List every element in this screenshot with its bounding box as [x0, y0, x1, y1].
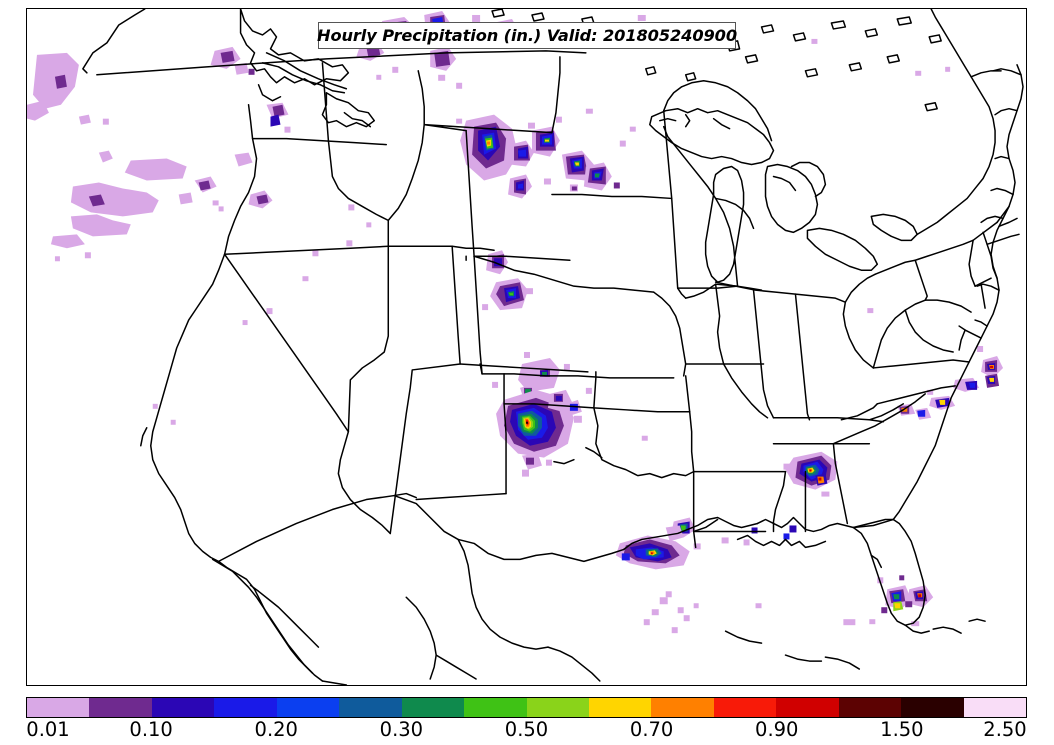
colorbar-segment [214, 698, 277, 717]
colorbar-segment [151, 698, 215, 717]
precip-region-texas-gulf [615, 517, 762, 634]
colorbar-segment [776, 698, 839, 717]
colorbar-tick: 2.50 [983, 718, 1027, 741]
map-borders [82, 9, 1024, 685]
colorbar-tick: 0.20 [254, 718, 298, 741]
precip-region-south-florida [843, 575, 934, 627]
precip-region-kansas-oklahoma [492, 351, 592, 477]
colorbar-container [26, 697, 1027, 718]
colorbar-segment [89, 698, 152, 717]
colorbar-segment [651, 698, 714, 717]
colorbar-segment [464, 698, 527, 717]
map-title-text: Hourly Precipitation (in.) Valid: 201805… [317, 26, 737, 45]
map-canvas [27, 9, 1024, 685]
precip-region-great-basin [194, 102, 291, 326]
precip-region-oregon-coast [50, 150, 353, 425]
precipitation-map-panel [26, 8, 1027, 686]
colorbar-tick: 0.30 [379, 718, 424, 741]
colorbar-segment [713, 698, 777, 717]
colorbar-tick: 0.90 [755, 718, 799, 741]
colorbar-segment [27, 698, 90, 717]
colorbar-tick: 1.50 [880, 718, 924, 741]
precip-region-wyoming [312, 204, 372, 257]
precipitation-field [27, 10, 1004, 634]
colorbar-segment [838, 698, 902, 717]
precip-region-nebraska [482, 250, 533, 311]
map-title-box: Hourly Precipitation (in.) Valid: 201805… [317, 22, 737, 49]
colorbar-segment [526, 698, 589, 717]
colorbar-tick: 0.50 [504, 718, 549, 741]
colorbar-tick-labels: 0.01 0.10 0.20 0.30 0.50 0.70 0.90 1.50 2.50 [0, 718, 1054, 745]
colorbar-segment [588, 698, 652, 717]
precip-region-pacific-nw [27, 52, 109, 125]
colorbar-segment [901, 698, 964, 717]
precip-region-carolina-offshore [897, 346, 1004, 420]
colorbar-segment [963, 698, 1026, 717]
colorbar-segment [276, 698, 340, 717]
colorbar-segment [339, 698, 402, 717]
colorbar-tick: 0.70 [629, 718, 674, 741]
colorbar-tick: 0.01 [26, 718, 70, 741]
precipitation-colorbar [26, 697, 1027, 718]
colorbar-segment [401, 698, 465, 717]
precip-region-alabama-georgia [783, 451, 838, 540]
colorbar-tick: 0.10 [129, 718, 173, 741]
